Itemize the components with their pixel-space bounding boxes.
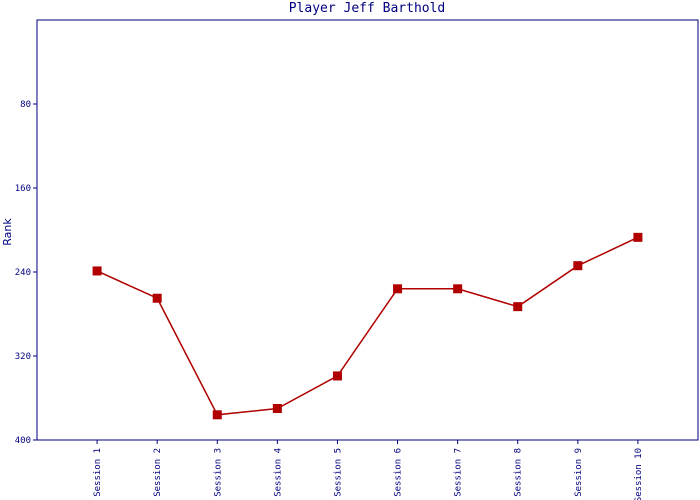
x-tick-label: Session 8 [514, 448, 524, 497]
data-point [573, 261, 583, 271]
chart-title: Player Jeff Barthold [289, 1, 446, 16]
data-point [92, 266, 102, 276]
y-tick-label: 240 [15, 268, 31, 278]
y-tick-label: 400 [15, 436, 31, 446]
y-tick-label: 160 [15, 184, 31, 194]
plot-frame [36, 19, 699, 441]
data-point [453, 284, 463, 294]
data-point [332, 371, 342, 381]
x-tick-label: Session 10 [634, 448, 644, 500]
data-point [393, 284, 403, 294]
y-axis-label: Rank [1, 218, 14, 246]
x-tick-label: Session 4 [273, 448, 283, 497]
x-tick-label: Session 6 [394, 448, 404, 497]
data-line [96, 236, 639, 416]
x-tick-label: Session 5 [333, 448, 343, 497]
x-tick-label: Session 7 [454, 448, 464, 497]
data-point [513, 302, 523, 312]
x-tick-label: Session 9 [574, 448, 584, 497]
data-point [633, 232, 643, 242]
x-tick-label: Session 2 [153, 448, 163, 497]
x-tick-label: Session 3 [213, 448, 223, 497]
y-tick-label: 320 [15, 352, 31, 362]
data-point [212, 410, 222, 420]
data-point [152, 293, 162, 303]
data-point [272, 404, 282, 413]
y-tick-label: 80 [20, 100, 31, 110]
x-tick-label: Session 1 [93, 448, 103, 497]
